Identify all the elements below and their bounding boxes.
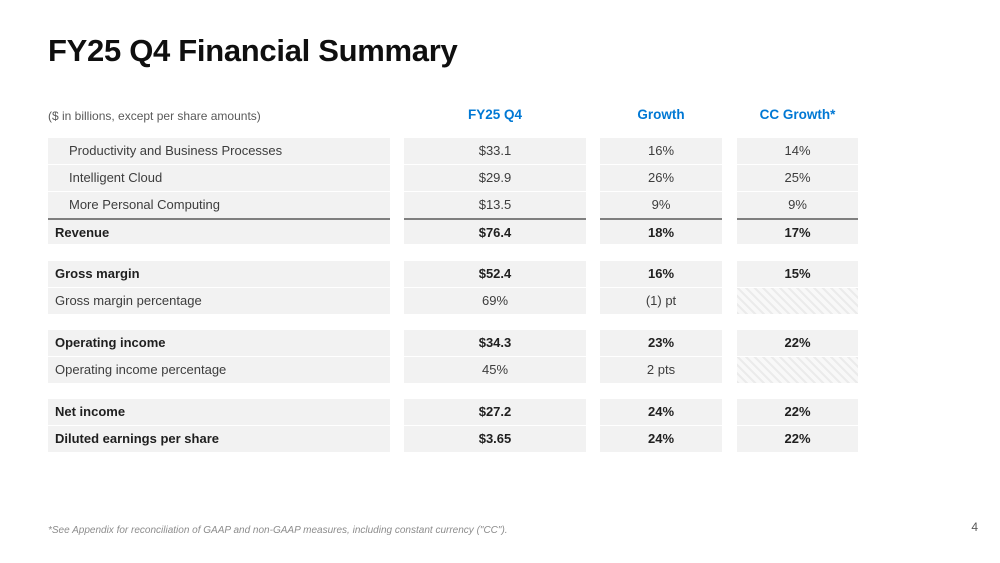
revenue-section: Productivity and Business Processes $33.… [48, 138, 858, 244]
cell-label: Productivity and Business Processes [48, 138, 390, 164]
cell-growth: 26% [600, 165, 722, 191]
net-income-section: Net income $27.2 24% 22% Diluted earning… [48, 399, 858, 452]
cell-fy25-q4: $27.2 [404, 399, 586, 425]
table-row-productivity: Productivity and Business Processes $33.… [48, 138, 858, 164]
cell-label: Gross margin [48, 261, 390, 287]
cell-fy25-q4: $76.4 [404, 218, 586, 244]
hatched-cell [737, 288, 858, 314]
gross-margin-section: Gross margin $52.4 16% 15% Gross margin … [48, 261, 858, 314]
cell-label: Intelligent Cloud [48, 165, 390, 191]
column-header-growth: Growth [637, 107, 685, 122]
page-number: 4 [971, 520, 978, 534]
cell-label: Net income [48, 399, 390, 425]
column-header-cc-growth: CC Growth* [759, 107, 836, 122]
cell-growth: 16% [600, 138, 722, 164]
cell-growth: 23% [600, 330, 722, 356]
cell-fy25-q4: $13.5 [404, 192, 586, 218]
cell-fy25-q4: 69% [404, 288, 586, 314]
operating-income-section: Operating income $34.3 23% 22% Operating… [48, 330, 858, 383]
cell-cc-growth: 15% [737, 261, 858, 287]
cell-growth: 24% [600, 426, 722, 452]
cell-cc-growth: 14% [737, 138, 858, 164]
financial-table: Productivity and Business Processes $33.… [48, 138, 858, 452]
column-header-fy25-q4: FY25 Q4 [467, 107, 523, 122]
page-title: FY25 Q4 Financial Summary [48, 33, 458, 68]
cell-fy25-q4: 45% [404, 357, 586, 383]
table-row-operating-income: Operating income $34.3 23% 22% [48, 330, 858, 356]
table-row-intelligent-cloud: Intelligent Cloud $29.9 26% 25% [48, 165, 858, 191]
table-row-more-personal-computing: More Personal Computing $13.5 9% 9% [48, 192, 858, 218]
cell-growth: 9% [600, 192, 722, 218]
cell-cc-growth: 9% [737, 192, 858, 218]
cell-fy25-q4: $29.9 [404, 165, 586, 191]
cell-label: Revenue [48, 218, 390, 244]
hatched-cell [737, 357, 858, 383]
cell-growth: (1) pt [600, 288, 722, 314]
cell-growth: 16% [600, 261, 722, 287]
cell-label: Gross margin percentage [48, 288, 390, 314]
cell-growth: 18% [600, 218, 722, 244]
cell-cc-growth: 22% [737, 426, 858, 452]
cell-cc-growth: 22% [737, 399, 858, 425]
footnote: *See Appendix for reconciliation of GAAP… [48, 525, 508, 536]
cell-fy25-q4: $52.4 [404, 261, 586, 287]
table-row-operating-income-percentage: Operating income percentage 45% 2 pts [48, 357, 858, 383]
table-row-revenue: Revenue $76.4 18% 17% [48, 218, 858, 244]
table-row-gross-margin-percentage: Gross margin percentage 69% (1) pt [48, 288, 858, 314]
table-row-net-income: Net income $27.2 24% 22% [48, 399, 858, 425]
cell-label: Operating income percentage [48, 357, 390, 383]
table-row-diluted-eps: Diluted earnings per share $3.65 24% 22% [48, 426, 858, 452]
cell-growth: 2 pts [600, 357, 722, 383]
unit-note: ($ in billions, except per share amounts… [48, 109, 261, 123]
cell-fy25-q4: $3.65 [404, 426, 586, 452]
cell-label: Operating income [48, 330, 390, 356]
cell-fy25-q4: $33.1 [404, 138, 586, 164]
cell-label: Diluted earnings per share [48, 426, 390, 452]
cell-label: More Personal Computing [48, 192, 390, 218]
table-row-gross-margin: Gross margin $52.4 16% 15% [48, 261, 858, 287]
cell-growth: 24% [600, 399, 722, 425]
cell-cc-growth: 22% [737, 330, 858, 356]
cell-cc-growth: 25% [737, 165, 858, 191]
cell-cc-growth: 17% [737, 218, 858, 244]
cell-fy25-q4: $34.3 [404, 330, 586, 356]
